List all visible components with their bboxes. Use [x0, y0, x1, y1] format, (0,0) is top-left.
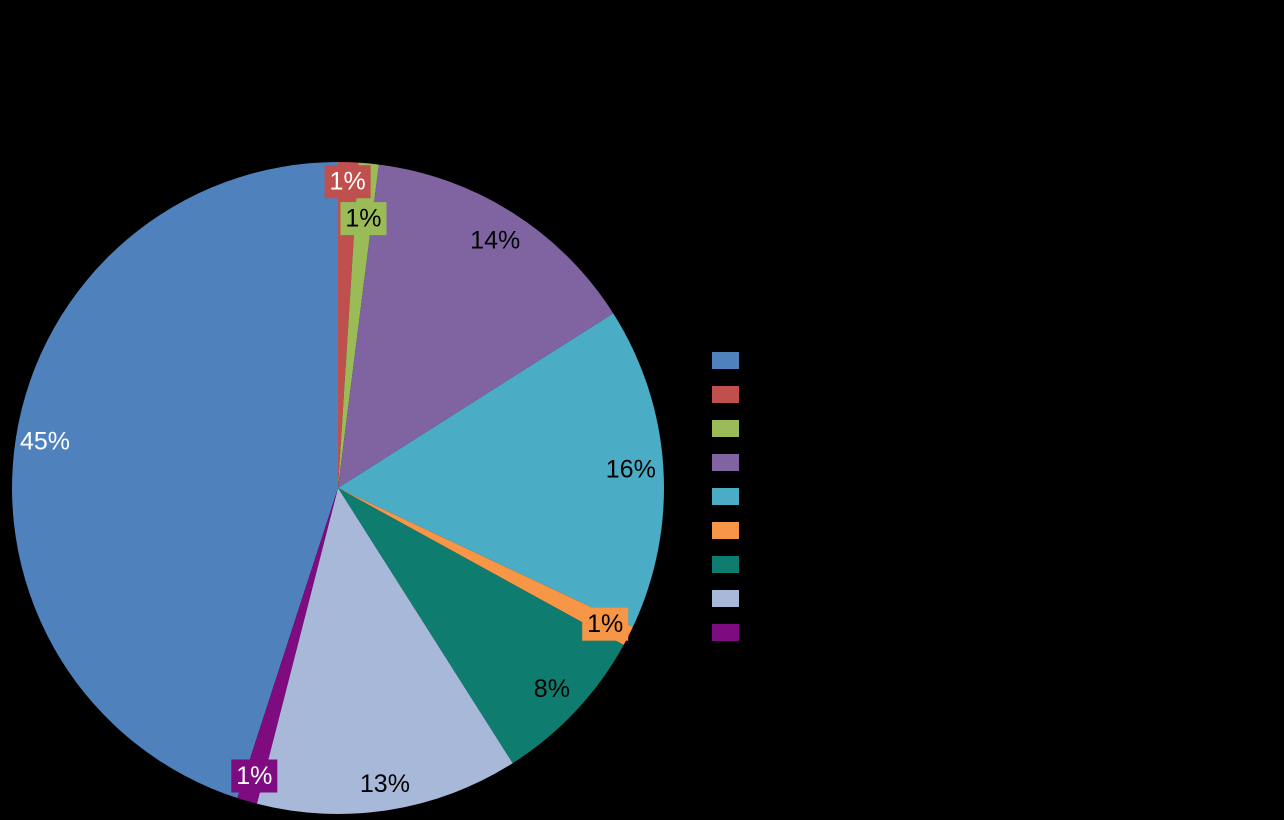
legend-swatch-3: [712, 454, 739, 471]
legend-swatch-2: [712, 420, 739, 437]
pie-slice-label-2: 1%: [345, 205, 381, 233]
pie-slice-label-8: 1%: [236, 762, 272, 790]
pie-label-box-5: [582, 607, 629, 641]
legend-swatch-6: [712, 556, 739, 573]
pie-slice-4: [338, 313, 664, 627]
legend-swatch-5: [712, 522, 739, 539]
legend-swatch-1: [712, 386, 739, 403]
pie-label-box-8: [231, 759, 278, 793]
legend-swatch-7: [712, 590, 739, 607]
pie-label-box-2: [340, 202, 387, 236]
pie-slice-2: [338, 162, 379, 488]
pie-slice-label-6: 8%: [534, 675, 570, 703]
legend-swatch-4: [712, 488, 739, 505]
pie-slice-6: [338, 488, 624, 764]
pie-label-box-1: [324, 165, 371, 199]
legend-swatch-0: [712, 352, 739, 369]
pie-slice-label-0: 45%: [20, 428, 70, 456]
pie-slice-1: [338, 162, 359, 488]
pie-slice-3: [338, 164, 614, 488]
pie-slice-0: [12, 162, 339, 799]
legend-swatch-8: [712, 624, 739, 641]
pie-slice-label-5: 1%: [587, 610, 623, 638]
pie-slice-label-1: 1%: [330, 168, 366, 196]
pie-slice-8: [237, 488, 338, 804]
pie-slice-5: [338, 488, 633, 646]
pie-slice-label-7: 13%: [360, 770, 410, 798]
pie-slice-label-3: 14%: [470, 226, 520, 254]
pie-slice-7: [256, 488, 513, 815]
pie-slice-label-4: 16%: [606, 456, 656, 484]
